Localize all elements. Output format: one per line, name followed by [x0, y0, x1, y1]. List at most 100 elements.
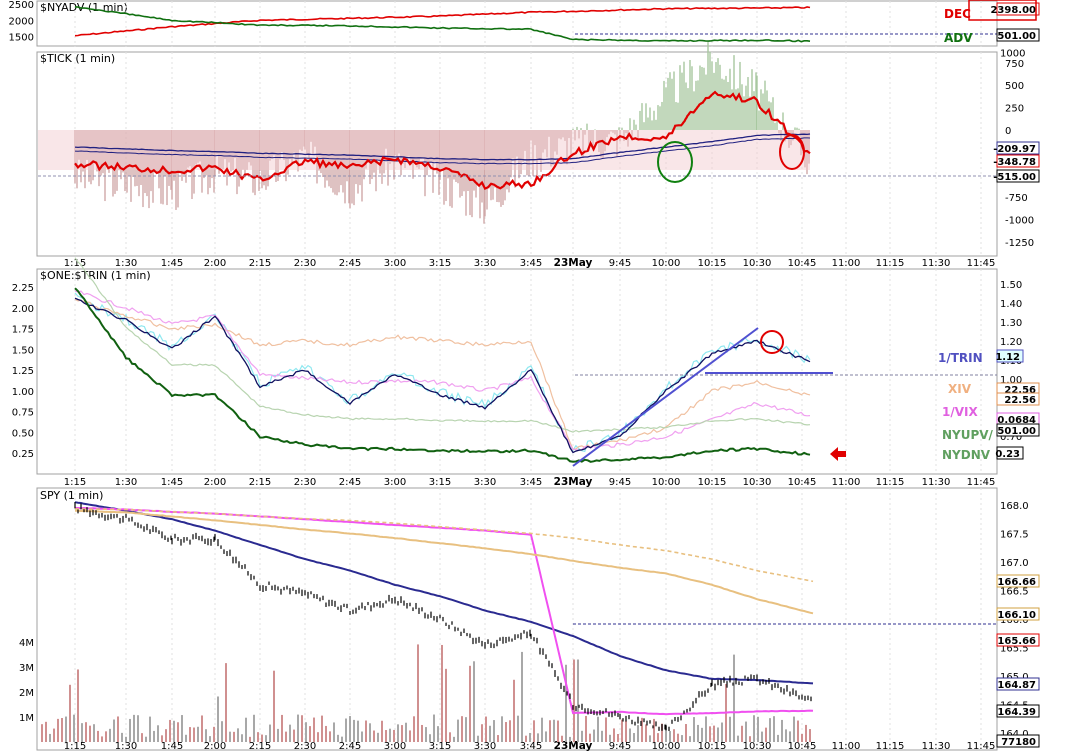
- badge-spy-last: 164.39: [996, 704, 1040, 718]
- trin-right-tick: 1.50: [1000, 280, 1022, 291]
- time-tick-label: 3:30: [474, 258, 496, 269]
- badge-spy-ma-2-box: [996, 607, 1040, 621]
- tick-right-tick: -750: [1005, 193, 1028, 204]
- badge-adv-value: 501.00: [996, 28, 1040, 42]
- legend-xiv: XIV: [948, 382, 972, 396]
- trin-left-tick: 0.25: [12, 449, 34, 460]
- volume-tick: 2M: [19, 688, 34, 699]
- trin-1-trin-line: [74, 297, 811, 454]
- nyadv-y-tick: 2000: [9, 16, 34, 27]
- trin-left-tick: 2.00: [12, 304, 34, 315]
- red-arrow-icon: [830, 447, 846, 461]
- legend-nydnv: NYDNV: [942, 448, 991, 462]
- legend-nyupv: NYUPV/: [942, 428, 994, 442]
- time-tick-label: 1:30: [115, 741, 137, 752]
- badge-nydnv: 0.23: [995, 446, 1024, 460]
- time-tick-label: 10:30: [743, 258, 772, 269]
- time-tick-label: 3:30: [474, 477, 496, 488]
- time-tick-label: 2:15: [249, 477, 271, 488]
- trin-nyupv-nydnv-line: [74, 287, 811, 463]
- trin-green-ma-line: [74, 257, 811, 433]
- time-tick-label: 2:15: [249, 741, 271, 752]
- time-tick-label: 2:45: [339, 258, 361, 269]
- badge-volume: 77180: [996, 734, 1040, 748]
- trin-panel-frame: [36, 268, 998, 475]
- spy-moving-average-line: [74, 501, 814, 685]
- badge-tick-low: -515.00: [993, 169, 1040, 183]
- badge-dec-frame: [968, 0, 1037, 21]
- time-tick-label: 3:45: [520, 477, 542, 488]
- time-tick-label: 10:30: [743, 741, 772, 752]
- trin-right-tick: 1.20: [1000, 337, 1022, 348]
- spy-moving-average-line: [74, 506, 814, 716]
- spy-right-tick: 165.5: [1000, 644, 1029, 655]
- legend-1-trin: 1/TRIN: [938, 351, 983, 365]
- tick-right-tick: 0: [1005, 126, 1011, 137]
- volume-tick: 1M: [19, 713, 34, 724]
- time-tick-label: 1:45: [161, 477, 183, 488]
- time-tick-label: 23May: [554, 476, 593, 488]
- trin-left-tick: 1.75: [12, 325, 34, 336]
- time-tick-label: 1:15: [64, 477, 86, 488]
- time-tick-label: 2:30: [294, 258, 316, 269]
- badge-spy-last-text: 164.39: [997, 707, 1036, 718]
- time-tick-label: 3:15: [429, 477, 451, 488]
- trin-red-circle: [760, 330, 784, 354]
- trin-left-tick: 0.75: [12, 408, 34, 419]
- time-tick-label: 3:15: [429, 258, 451, 269]
- spy-panel-title: SPY (1 min): [40, 489, 103, 502]
- time-tick-label: 10:45: [788, 477, 817, 488]
- tick-average-line: [74, 133, 811, 161]
- time-tick-label: 9:45: [609, 258, 631, 269]
- legend-layer: DEC ADV 1/TRIN XIV 1/VIX NYUPV/NYDNV: [938, 7, 994, 462]
- tick-red-line: [74, 90, 811, 191]
- legend-1-vix: 1/VIX: [942, 405, 978, 419]
- time-tick-label: 9:45: [609, 741, 631, 752]
- time-tick-label: 3:30: [474, 741, 496, 752]
- time-tick-label: 10:15: [698, 258, 727, 269]
- volume-tick: 4M: [19, 638, 34, 649]
- trin-panel-title: $ONE:$TRIN (1 min): [40, 269, 151, 282]
- spy-right-tick: 168.0: [1000, 501, 1029, 512]
- trin-left-tick: 1.00: [12, 387, 34, 398]
- volume-tick: 3M: [19, 663, 34, 674]
- time-tick-label: 11:45: [967, 258, 996, 269]
- time-tick-label: 23May: [554, 740, 593, 752]
- trin-left-tick: 0.50: [12, 428, 34, 439]
- time-tick-label: 1:30: [115, 477, 137, 488]
- time-tick-label: 10:45: [788, 741, 817, 752]
- badge-dec-value-box: [996, 2, 1040, 16]
- time-tick-label: 1:45: [161, 258, 183, 269]
- legend-dec: DEC: [944, 7, 971, 21]
- tick-right-tick: -1250: [1005, 238, 1034, 249]
- time-tick-label: 11:00: [832, 477, 861, 488]
- badge-spy-ref-text: 165.66: [997, 636, 1036, 647]
- badge-xiv-text: 22.56: [1004, 385, 1036, 396]
- time-tick-label: 11:00: [832, 258, 861, 269]
- badge-tick-red-text: -348.78: [993, 157, 1036, 168]
- badge-dec-value-text: 2398.00: [990, 5, 1036, 16]
- badge-tick-low-box: [996, 169, 1040, 183]
- badge-trin-501: 501.00: [996, 423, 1040, 437]
- badge-nydnv-text: 0.23: [995, 449, 1020, 460]
- badge-xiv-2-text: 22.56: [1004, 395, 1036, 406]
- badge-adv-value-box: [996, 28, 1040, 42]
- time-tick-label: 11:00: [832, 741, 861, 752]
- time-tick-label: 1:30: [115, 258, 137, 269]
- badge-spy-ref-box: [996, 633, 1040, 647]
- time-tick-label: 10:45: [788, 258, 817, 269]
- time-tick-label: 3:15: [429, 741, 451, 752]
- nyadv-series-line: [74, 6, 811, 43]
- badge-spy-ma-2: 166.10: [996, 607, 1040, 621]
- tick-right-tick: -1000: [1005, 216, 1034, 227]
- tick-right-tick: 750: [1005, 59, 1024, 70]
- time-tick-label: 1:15: [64, 741, 86, 752]
- time-tick-label: 10:00: [652, 477, 681, 488]
- tick-right-tick: 500: [1005, 81, 1024, 92]
- nyadv-y-tick: 1500: [9, 32, 34, 43]
- time-tick-label: 10:30: [743, 477, 772, 488]
- spy-moving-average-line: [74, 509, 814, 615]
- spy-right-tick: 167.5: [1000, 530, 1029, 541]
- badge-spy-ma-2-text: 166.10: [997, 610, 1036, 621]
